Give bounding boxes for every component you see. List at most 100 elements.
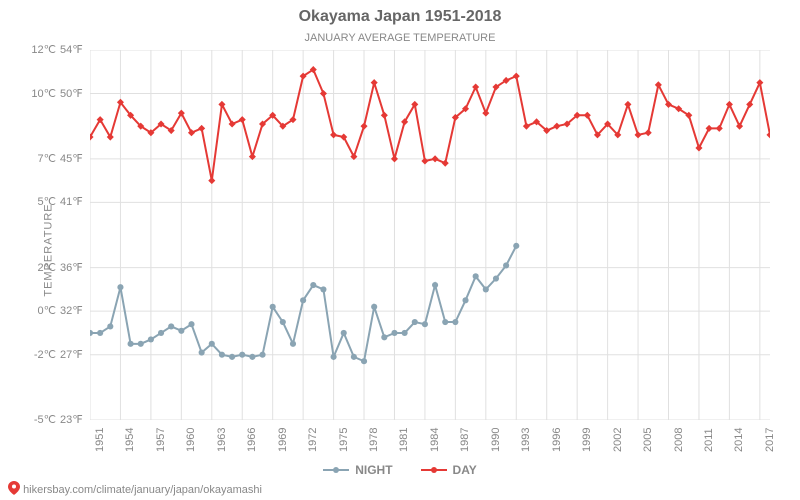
y-tick-fahrenheit: 27℉: [60, 348, 83, 361]
series-line-day: [90, 70, 770, 181]
y-tick-celsius: 0℃: [28, 304, 56, 317]
series-marker-day: [218, 101, 225, 108]
y-axis-label: TEMPERATURE: [43, 203, 55, 296]
series-marker-day: [371, 79, 378, 86]
series-marker-night: [462, 297, 468, 303]
series-marker-night: [178, 328, 184, 334]
x-tick-year: 1996: [551, 428, 563, 452]
y-tick-celsius: 5℃: [28, 195, 56, 208]
series-marker-day: [360, 123, 367, 130]
y-tick-fahrenheit: 45℉: [60, 152, 83, 165]
series-marker-night: [381, 334, 387, 340]
series-marker-day: [746, 101, 753, 108]
x-tick-year: 1951: [94, 428, 106, 452]
map-pin-icon: [8, 481, 20, 495]
y-tick-celsius: 12℃: [28, 43, 56, 56]
x-tick-year: 1981: [398, 428, 410, 452]
x-tick-year: 2005: [642, 428, 654, 452]
series-marker-night: [117, 284, 123, 290]
series-marker-day: [756, 79, 763, 86]
series-marker-night: [280, 319, 286, 325]
series-marker-day: [330, 131, 337, 138]
y-tick-fahrenheit: 32℉: [60, 304, 83, 317]
legend-item-day: DAY: [421, 463, 477, 477]
series-marker-night: [199, 349, 205, 355]
series-marker-night: [371, 304, 377, 310]
series-marker-night: [341, 330, 347, 336]
series-marker-day: [208, 177, 215, 184]
y-tick-celsius: -5℃: [28, 413, 56, 426]
x-tick-year: 1966: [246, 428, 258, 452]
x-tick-year: 2011: [703, 428, 715, 452]
y-tick-fahrenheit: 36℉: [60, 261, 83, 274]
source-url: hikersbay.com/climate/january/japan/okay…: [23, 484, 262, 496]
legend-item-night: NIGHT: [323, 463, 392, 477]
series-marker-night: [107, 323, 113, 329]
series-marker-day: [523, 123, 530, 130]
series-marker-night: [249, 354, 255, 360]
legend-label: NIGHT: [355, 463, 392, 477]
series-marker-night: [138, 341, 144, 347]
series-marker-night: [188, 321, 194, 327]
x-tick-year: 1957: [155, 428, 167, 452]
series-marker-night: [331, 354, 337, 360]
x-tick-year: 2017: [764, 428, 776, 452]
y-tick-celsius: 10℃: [28, 87, 56, 100]
series-marker-night: [97, 330, 103, 336]
series-marker-night: [239, 352, 245, 358]
series-marker-night: [391, 330, 397, 336]
series-marker-day: [655, 81, 662, 88]
series-marker-night: [320, 286, 326, 292]
series-marker-day: [513, 73, 520, 80]
chart-legend: NIGHT DAY: [0, 460, 800, 477]
series-marker-night: [402, 330, 408, 336]
series-marker-night: [493, 275, 499, 281]
series-marker-day: [198, 125, 205, 132]
series-marker-day: [553, 123, 560, 130]
series-marker-day: [432, 155, 439, 162]
legend-swatch: [421, 469, 447, 471]
series-marker-day: [706, 125, 713, 132]
series-marker-day: [695, 144, 702, 151]
source-footer: hikersbay.com/climate/january/japan/okay…: [8, 481, 262, 496]
series-marker-day: [391, 155, 398, 162]
legend-label: DAY: [453, 463, 477, 477]
y-tick-fahrenheit: 23℉: [60, 413, 83, 426]
series-marker-night: [168, 323, 174, 329]
y-tick-celsius: 7℃: [28, 152, 56, 165]
series-marker-night: [229, 354, 235, 360]
series-marker-night: [422, 321, 428, 327]
y-tick-fahrenheit: 41℉: [60, 195, 83, 208]
y-tick-celsius: 2℃: [28, 261, 56, 274]
series-marker-night: [361, 358, 367, 364]
series-marker-night: [442, 319, 448, 325]
series-marker-day: [188, 129, 195, 136]
series-marker-night: [503, 262, 509, 268]
series-marker-day: [381, 112, 388, 119]
series-marker-night: [259, 352, 265, 358]
series-marker-night: [209, 341, 215, 347]
x-tick-year: 1987: [459, 428, 471, 452]
chart-title: Okayama Japan 1951-2018: [0, 8, 800, 26]
x-tick-year: 1993: [520, 428, 532, 452]
y-tick-fahrenheit: 50℉: [60, 87, 83, 100]
series-marker-night: [158, 330, 164, 336]
series-marker-day: [482, 110, 489, 117]
x-tick-year: 2014: [733, 428, 745, 452]
x-tick-year: 1969: [277, 428, 289, 452]
series-marker-day: [584, 112, 591, 119]
series-marker-night: [270, 304, 276, 310]
legend-swatch: [323, 469, 349, 471]
series-marker-day: [239, 116, 246, 123]
x-tick-year: 1999: [581, 428, 593, 452]
series-marker-night: [219, 352, 225, 358]
series-marker-day: [716, 125, 723, 132]
x-tick-year: 2002: [612, 428, 624, 452]
series-marker-day: [635, 131, 642, 138]
series-marker-night: [483, 286, 489, 292]
series-marker-night: [300, 297, 306, 303]
series-marker-day: [624, 101, 631, 108]
series-marker-day: [229, 120, 236, 127]
series-marker-night: [148, 336, 154, 342]
x-tick-year: 1990: [490, 428, 502, 452]
